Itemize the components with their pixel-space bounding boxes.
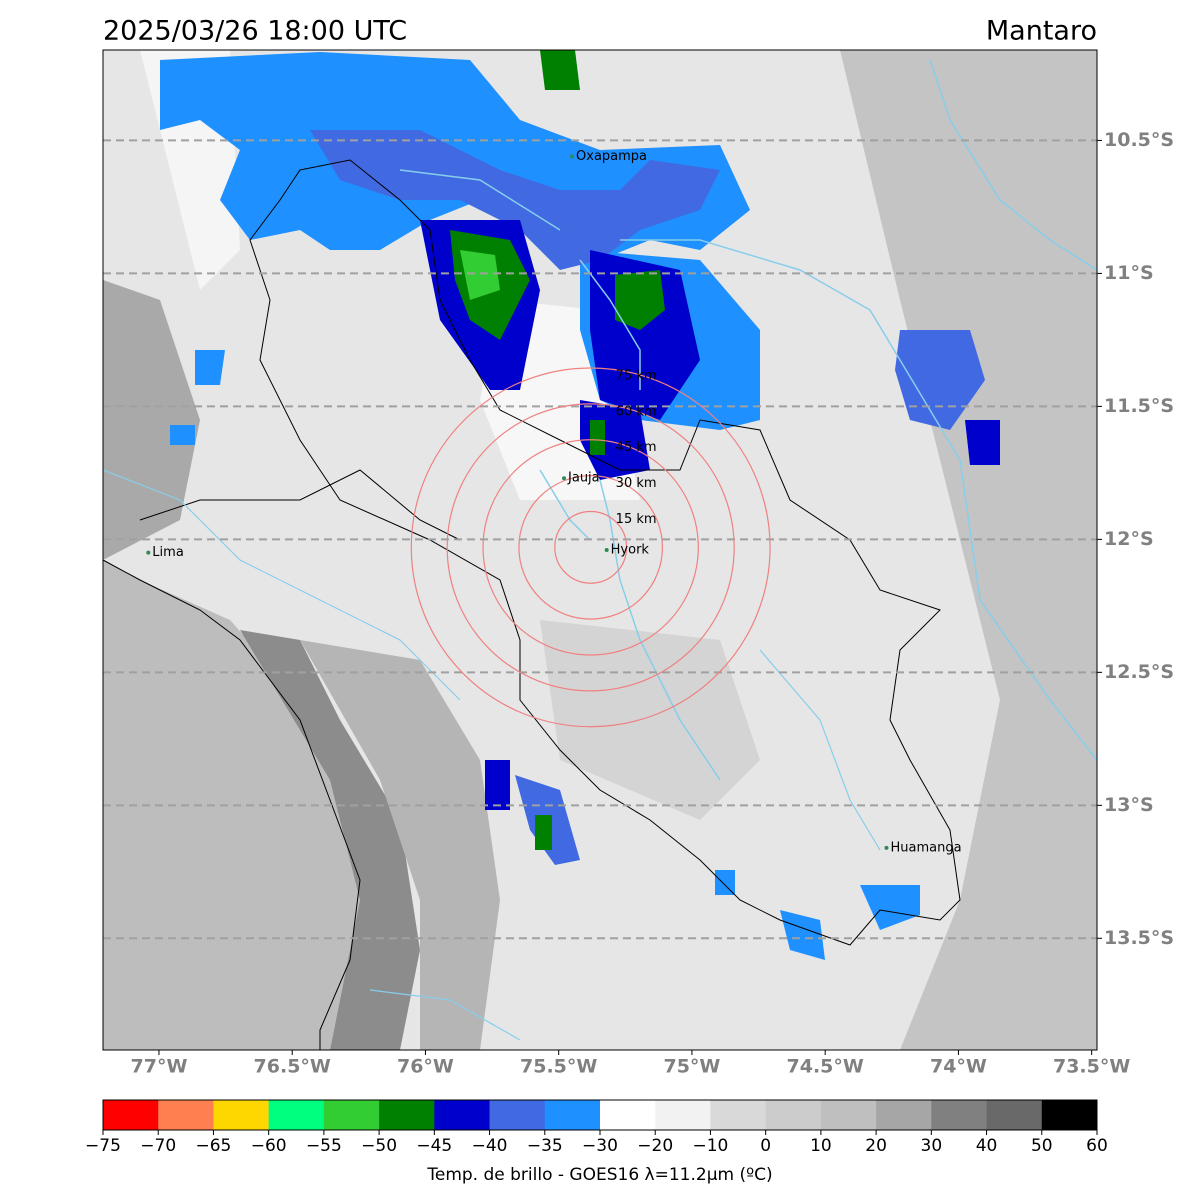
colorbar-tick-label: −35 bbox=[527, 1136, 563, 1156]
colorbar-tick-label: −50 bbox=[361, 1136, 397, 1156]
range-ring bbox=[482, 439, 699, 656]
colorbar-tick-label: 30 bbox=[921, 1136, 943, 1156]
colorbar-bin bbox=[379, 1100, 435, 1130]
map-background bbox=[103, 50, 1097, 1050]
colorbar-label: Temp. de brillo - GOES16 λ=11.2μm (ºC) bbox=[426, 1165, 772, 1185]
range-ring-label: 15 km bbox=[616, 512, 657, 527]
city-label: Lima bbox=[152, 545, 183, 560]
colorbar-tick-label: 20 bbox=[865, 1136, 887, 1156]
colorbar-bin bbox=[1041, 1100, 1098, 1130]
y-tick-label: 11.5°S bbox=[1104, 395, 1174, 417]
y-tick-label: 11°S bbox=[1104, 262, 1154, 284]
x-tick-label: 73.5°W bbox=[1053, 1056, 1130, 1078]
colorbar-tick-label: −55 bbox=[306, 1136, 342, 1156]
range-ring-label: 30 km bbox=[616, 476, 657, 491]
colorbar-bin bbox=[765, 1100, 822, 1130]
colorbar-bin bbox=[820, 1100, 877, 1130]
y-tick-label: 12°S bbox=[1104, 528, 1154, 550]
y-tick-label: 12.5°S bbox=[1104, 661, 1174, 683]
city-marker bbox=[570, 154, 575, 159]
x-tick-label: 75°W bbox=[663, 1056, 720, 1078]
colorbar-tick-label: −65 bbox=[195, 1136, 231, 1156]
colorbar-bin bbox=[986, 1100, 1043, 1130]
x-tick-label: 74°W bbox=[930, 1056, 987, 1078]
range-ring-label: 45 km bbox=[616, 440, 657, 455]
range-ring bbox=[518, 474, 664, 620]
colorbar-bin bbox=[434, 1100, 490, 1130]
colorbar-bin bbox=[710, 1100, 766, 1130]
y-tick-label: 13°S bbox=[1104, 794, 1154, 816]
city-label: Jauja bbox=[567, 471, 600, 486]
range-ring bbox=[554, 510, 628, 584]
colorbar-bin bbox=[489, 1100, 546, 1130]
city-label: Hyork bbox=[611, 543, 650, 558]
x-tick-label: 76.5°W bbox=[254, 1056, 331, 1078]
colorbar-bin bbox=[268, 1100, 325, 1130]
colorbar-bin bbox=[323, 1100, 380, 1130]
colorbar-bin bbox=[213, 1100, 269, 1130]
x-tick-label: 75.5°W bbox=[520, 1056, 597, 1078]
map-overlay: 15 km 30 km 45 km 60 km 75 km Oxapampa Jauja Hy… bbox=[103, 139, 1097, 940]
city-marker bbox=[562, 476, 567, 481]
region: Mantaro bbox=[986, 16, 1097, 47]
y-tick-label: 13.5°S bbox=[1104, 927, 1174, 949]
map-frame bbox=[102, 49, 1098, 1051]
colorbar-bin bbox=[103, 1100, 159, 1130]
x-tick-label: 77°W bbox=[131, 1056, 188, 1078]
colorbar-tick-label: 0 bbox=[760, 1136, 771, 1156]
city-marker bbox=[604, 548, 609, 552]
colorbar-tick-label: 50 bbox=[1031, 1136, 1053, 1156]
colorbar-tick-label: −20 bbox=[637, 1136, 673, 1156]
colorbar-bin bbox=[600, 1100, 656, 1130]
colorbar-tick-label: −45 bbox=[416, 1136, 452, 1156]
colorbar-bin bbox=[876, 1100, 932, 1130]
colorbar-tick-label: −60 bbox=[251, 1136, 287, 1156]
range-ring-label: 60 km bbox=[616, 404, 657, 419]
colorbar-bin bbox=[544, 1100, 601, 1130]
colorbar-tick-label: 40 bbox=[976, 1136, 998, 1156]
colorbar-tick-label: −70 bbox=[140, 1136, 176, 1156]
x-tick-label: 74.5°W bbox=[787, 1056, 864, 1078]
colorbar-bin bbox=[931, 1100, 987, 1130]
colorbar-bin bbox=[158, 1100, 214, 1130]
city-label: Huamanga bbox=[890, 840, 961, 855]
colorbar-tick-label: 10 bbox=[810, 1136, 832, 1156]
colorbar-tick-label: −30 bbox=[582, 1136, 618, 1156]
y-tick-label: 10.5°S bbox=[1104, 129, 1174, 151]
range-ring bbox=[410, 367, 771, 728]
city-marker bbox=[146, 550, 151, 555]
colorbar-tick-label: 60 bbox=[1086, 1136, 1108, 1156]
city-marker bbox=[884, 845, 889, 850]
colorbar-tick-label: −40 bbox=[472, 1136, 508, 1156]
colorbar-tick-label: −75 bbox=[85, 1136, 121, 1156]
range-ring-label: 75 km bbox=[616, 368, 657, 383]
title: 2025/03/26 18:00 UTC bbox=[103, 16, 407, 47]
colorbar-tick-label: −10 bbox=[692, 1136, 728, 1156]
range-ring bbox=[446, 403, 735, 692]
colorbar-bin bbox=[655, 1100, 711, 1130]
city-label: Oxapampa bbox=[576, 149, 647, 164]
x-tick-label: 76°W bbox=[397, 1056, 454, 1078]
